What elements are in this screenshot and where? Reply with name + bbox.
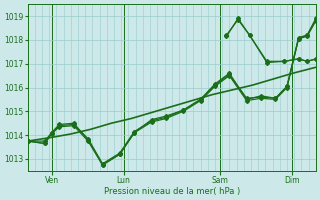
X-axis label: Pression niveau de la mer( hPa ): Pression niveau de la mer( hPa ) [104,187,240,196]
